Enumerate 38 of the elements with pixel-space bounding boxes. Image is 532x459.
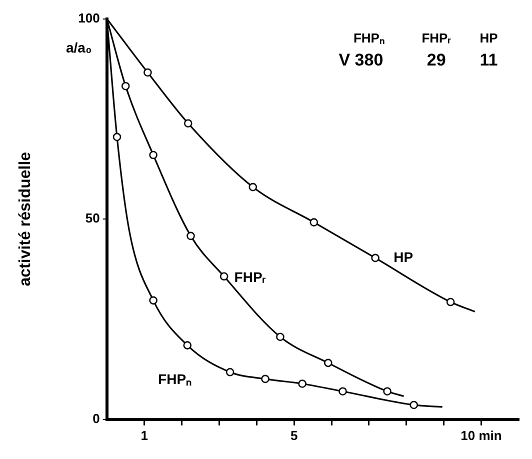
annotation: FHPᵣ [422, 30, 452, 46]
series-label: HP [394, 248, 414, 265]
annotation: 11 [480, 50, 498, 70]
point [248, 182, 258, 192]
point [112, 132, 122, 142]
point [183, 341, 192, 350]
y-axis-title: activité résiduelle [17, 152, 34, 286]
series-label: FHPᵣ [234, 269, 266, 286]
x-tick-label: 5 [290, 428, 298, 443]
annotation: HP [480, 30, 498, 46]
point [371, 254, 380, 262]
point [149, 296, 158, 305]
point [184, 119, 192, 128]
text: a/a₀ [66, 40, 92, 56]
x-tick-label: 10 min [460, 428, 502, 443]
series-label: FHPₙ [158, 370, 192, 387]
point [121, 82, 130, 90]
y-tick-label: 0 [92, 410, 100, 426]
point [324, 358, 332, 368]
point [446, 298, 455, 306]
point [276, 332, 284, 342]
y-tick-label: 50 [85, 210, 100, 226]
point [298, 380, 306, 388]
point [383, 387, 392, 396]
annotation: FHPₙ [353, 30, 384, 46]
point [220, 272, 228, 281]
point [144, 68, 152, 77]
point [338, 387, 347, 396]
point [410, 400, 418, 410]
x-tick-label: 1 [140, 428, 148, 443]
point [149, 150, 158, 160]
point [261, 374, 270, 384]
y-tick-label: 100 [78, 10, 100, 26]
point [310, 218, 318, 226]
point [186, 232, 195, 240]
annotation: V 380 [338, 50, 384, 70]
point [226, 368, 234, 376]
annotation: 29 [426, 50, 446, 70]
